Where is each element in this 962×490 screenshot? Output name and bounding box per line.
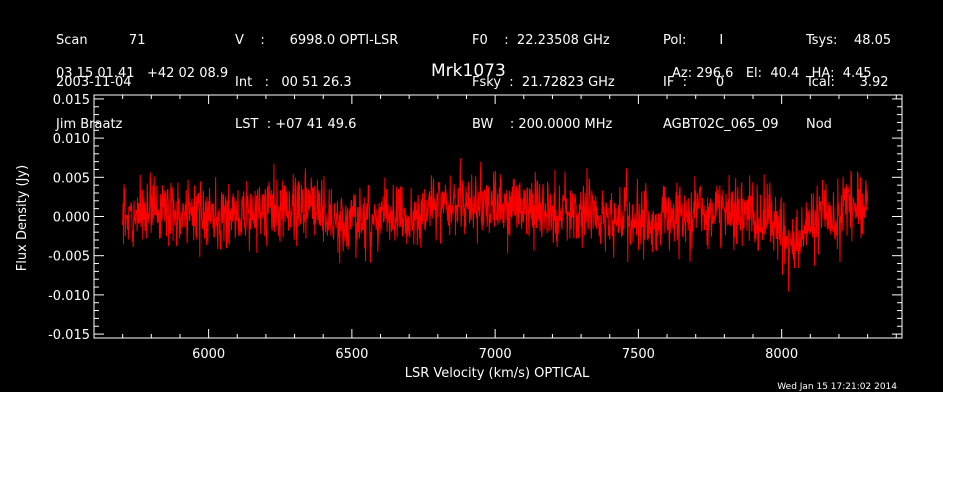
- y-tick-label: -0.010: [48, 289, 90, 304]
- x-tick-label: 7000: [479, 347, 512, 362]
- polarization: Pol: I: [663, 33, 724, 48]
- proc-type: Nod: [806, 117, 832, 132]
- spectrum-series-line: [122, 158, 869, 292]
- y-tick-label: 0.000: [53, 211, 90, 226]
- plot-timestamp: Wed Jan 15 17:21:02 2014: [777, 382, 897, 392]
- project-id: AGBT02C_065_09: [663, 117, 779, 132]
- plot-window: Scan 71 2003-11-04 Jim Braatz V : 6998.0…: [0, 0, 943, 392]
- scan-info: Scan 71 2003-11-04 Jim Braatz: [56, 6, 145, 160]
- tcal: Tcal: 3.92: [806, 75, 889, 90]
- source-coordinates: 03 15 01.41 +42 02 08.9: [56, 66, 229, 81]
- y-axis-label: Flux Density (Jy): [15, 165, 30, 271]
- bandwidth: BW : 200.0000 MHz: [472, 117, 613, 132]
- frequency-info: F0 : 22.23508 GHz Fsky : 21.72823 GHz BW…: [472, 6, 615, 160]
- integration-time: Int : 00 51 26.3: [235, 75, 352, 90]
- spectrum-trace-group: [122, 158, 869, 292]
- y-tick-label: -0.015: [48, 328, 90, 343]
- spectrum-chart: 6000 6500 7000 7500 8000 -0.015 -0.010 -0.005 0.…: [15, 93, 903, 392]
- system-info: Tsys: 48.05 Tcal: 3.92 Nod: [806, 6, 891, 160]
- source-name: Mrk1073: [431, 61, 506, 81]
- x-tick-label: 6500: [335, 347, 368, 362]
- polarization-info: Pol: I IF : 0 AGBT02C_065_09: [663, 6, 779, 160]
- x-tick-label: 7500: [622, 347, 655, 362]
- velocity: V : 6998.0 OPTI-LSR: [235, 33, 399, 48]
- y-tick-label: -0.005: [48, 250, 90, 265]
- y-tick-label: 0.010: [53, 132, 90, 147]
- observer: Jim Braatz: [56, 117, 123, 132]
- if-number: IF : 0: [663, 75, 725, 90]
- y-tick-label: 0.005: [53, 171, 90, 186]
- obs-date: 2003-11-04: [56, 75, 132, 90]
- x-axis-label: LSR Velocity (km/s) OPTICAL: [405, 366, 590, 381]
- x-tick-label: 6000: [192, 347, 225, 362]
- az-el-ha: Az: 296.6 El: 40.4 HA: 4.45: [672, 66, 872, 81]
- velocity-info: V : 6998.0 OPTI-LSR Int : 00 51 26.3 LST…: [235, 6, 398, 160]
- sky-frequency: Fsky : 21.72823 GHz: [472, 75, 615, 90]
- y-tick-label: 0.015: [53, 93, 90, 108]
- ticks-group: 6000 6500 7000 7500 8000 -0.015 -0.010 -0.005 0.…: [48, 93, 902, 362]
- scan-number: Scan 71: [56, 33, 146, 48]
- lst: LST : +07 41 49.6: [235, 117, 357, 132]
- rest-frequency: F0 : 22.23508 GHz: [472, 33, 610, 48]
- x-tick-label: 8000: [765, 347, 798, 362]
- tsys: Tsys: 48.05: [806, 33, 892, 48]
